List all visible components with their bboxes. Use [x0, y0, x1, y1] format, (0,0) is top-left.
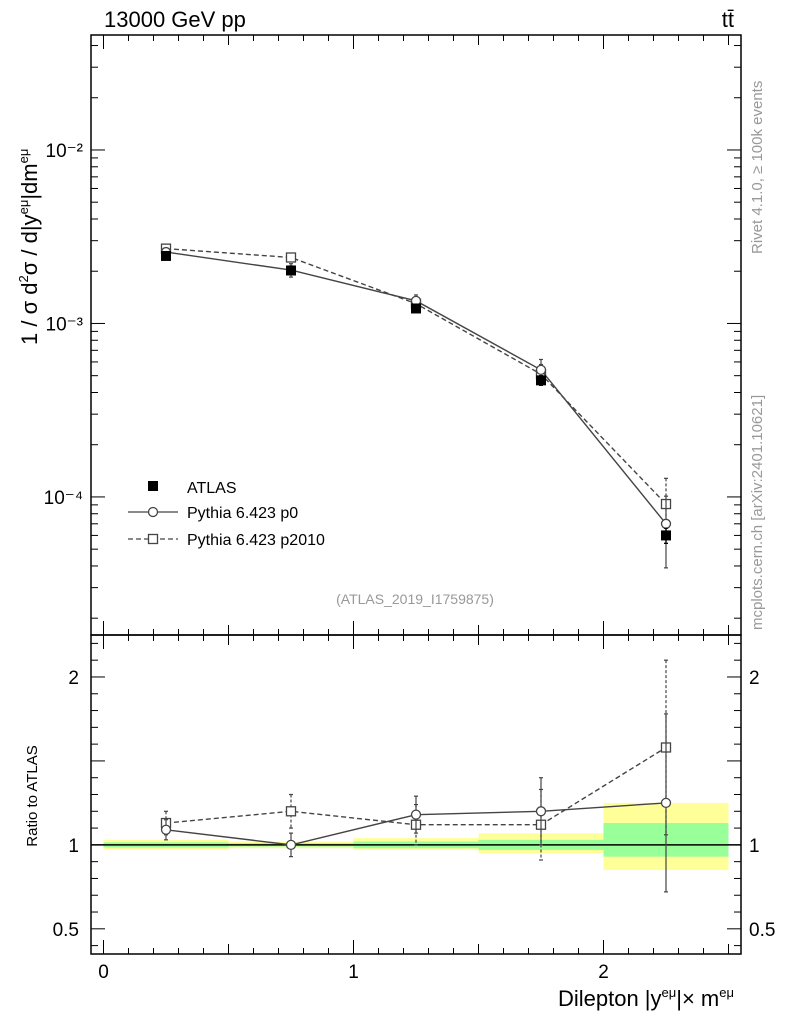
legend-label-p2010: Pythia 6.423 p2010: [187, 532, 325, 549]
ratio-y-tick-label-right: 0.5: [749, 920, 775, 941]
main-p2010-point: [285, 252, 297, 263]
ratio-p0-point: [410, 809, 422, 820]
ratio-y-tick-label-right: 1: [749, 836, 760, 857]
ratio-p0-point: [285, 839, 297, 851]
analysis-id: (ATLAS_2019_I1759875): [336, 591, 494, 607]
ratio-y-tick-label-right: 2: [749, 668, 760, 689]
main-atlas-point: [661, 530, 671, 541]
main-atlas-point: [411, 303, 421, 314]
x-tick-label: 1: [348, 962, 359, 983]
ratio-y-tick-label: 0.5: [53, 920, 79, 941]
process-label: tt̄: [722, 7, 734, 32]
legend-marker-atlas: [148, 481, 158, 491]
x-tick-label: 0: [98, 962, 109, 983]
ratio-p0-point: [535, 806, 547, 817]
ratio-y-tick-label: 1: [68, 836, 79, 857]
ratio-p0-point: [160, 824, 172, 835]
ratio-y-tick-label: 2: [68, 668, 79, 689]
main-y-tick-label: 10⁻³: [46, 314, 84, 335]
source-label: mcplots.cern.ch [arXiv:2401.10621]: [749, 395, 766, 630]
legend-label-p0: Pythia 6.423 p0: [187, 505, 298, 522]
legend: ATLAS Pythia 6.423 p0 Pythia 6.423 p2010: [128, 480, 325, 549]
main-p2010-line: [165, 247, 667, 505]
main-atlas-point: [286, 265, 296, 276]
main-p0-line: [165, 251, 667, 525]
main-p0-point: [660, 518, 672, 529]
main-atlas-point: [536, 375, 546, 386]
x-axis-title: Dilepton |yeμ|× meμ: [558, 985, 734, 1011]
ratio-y-axis-title: Ratio to ATLAS: [24, 745, 41, 846]
rivet-label: Rivet 4.1.0, ≥ 100k events: [749, 81, 766, 254]
energy-label: 13000 GeV pp: [104, 7, 246, 32]
main-atlas-point: [161, 250, 171, 261]
main-y-axis-title: 1 / σ d2σ / d|yeμ|dmeμ: [16, 149, 42, 345]
legend-marker-p0: [147, 506, 159, 518]
x-tick-label: 2: [598, 962, 609, 983]
ratio-p2010-point: [285, 806, 297, 817]
main-p0-point: [535, 364, 547, 376]
legend-marker-p2010: [147, 533, 159, 545]
ratio-p0-point: [660, 797, 672, 809]
ratio-plot-frame: [90, 634, 742, 955]
legend-label-atlas: ATLAS: [187, 480, 237, 497]
main-y-tick-label: 10⁻²: [46, 141, 84, 162]
main-y-tick-label: 10⁻⁴: [44, 488, 83, 509]
